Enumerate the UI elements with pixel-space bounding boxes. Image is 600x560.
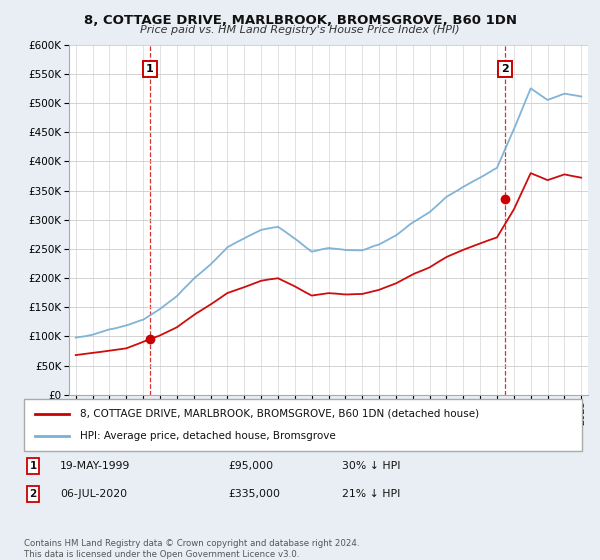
Text: 1: 1	[29, 461, 37, 471]
Text: Price paid vs. HM Land Registry's House Price Index (HPI): Price paid vs. HM Land Registry's House …	[140, 25, 460, 35]
Text: Contains HM Land Registry data © Crown copyright and database right 2024.
This d: Contains HM Land Registry data © Crown c…	[24, 539, 359, 559]
Text: 21% ↓ HPI: 21% ↓ HPI	[342, 489, 400, 499]
Text: 19-MAY-1999: 19-MAY-1999	[60, 461, 130, 471]
Text: 8, COTTAGE DRIVE, MARLBROOK, BROMSGROVE, B60 1DN (detached house): 8, COTTAGE DRIVE, MARLBROOK, BROMSGROVE,…	[80, 409, 479, 419]
Text: HPI: Average price, detached house, Bromsgrove: HPI: Average price, detached house, Brom…	[80, 431, 335, 441]
Text: 06-JUL-2020: 06-JUL-2020	[60, 489, 127, 499]
Text: 1: 1	[146, 64, 154, 74]
Text: 8, COTTAGE DRIVE, MARLBROOK, BROMSGROVE, B60 1DN: 8, COTTAGE DRIVE, MARLBROOK, BROMSGROVE,…	[83, 14, 517, 27]
Text: 2: 2	[502, 64, 509, 74]
Text: £95,000: £95,000	[228, 461, 273, 471]
Text: 2: 2	[29, 489, 37, 499]
Text: 30% ↓ HPI: 30% ↓ HPI	[342, 461, 401, 471]
Text: £335,000: £335,000	[228, 489, 280, 499]
FancyBboxPatch shape	[24, 399, 582, 451]
